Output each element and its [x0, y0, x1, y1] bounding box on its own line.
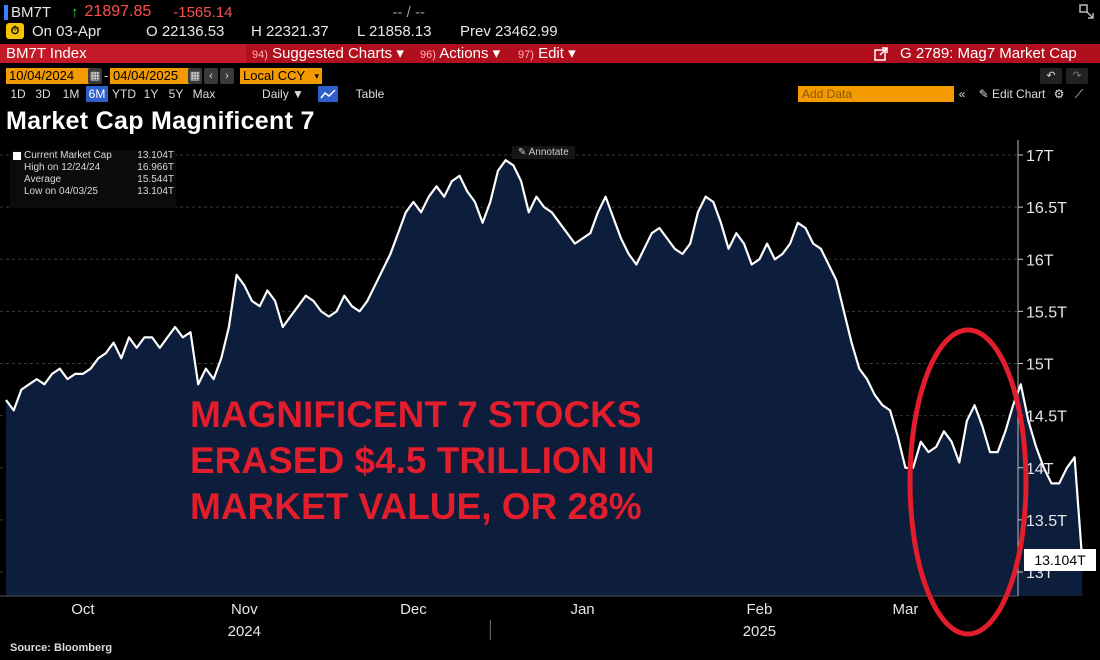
ticker-bar: BM7T ↑ 21897.85 -1565.14 -- / -- — [0, 0, 1100, 22]
y-tick-label: 14.5T — [1026, 409, 1067, 426]
y-tick-label: 13.5T — [1026, 513, 1067, 530]
period-button-3d[interactable]: 3D — [35, 87, 51, 101]
calendar-icon[interactable]: ▦ — [188, 68, 202, 84]
x-axis: Oct Nov Dec Jan Feb Mar 2024 2025 — [71, 601, 918, 640]
callout-line: MAGNIFICENT 7 STOCKS — [190, 394, 642, 435]
range-dash: - — [104, 68, 109, 83]
x-tick-label: Nov — [231, 601, 258, 618]
calendar-icon[interactable]: ▦ — [88, 68, 102, 84]
period-button-1m[interactable]: 1M — [62, 87, 80, 101]
line-chart-icon[interactable] — [318, 86, 338, 102]
period-button-max[interactable]: Max — [192, 87, 216, 101]
year-label: 2024 — [228, 623, 261, 640]
clock-icon: ⏱ — [6, 23, 24, 39]
legend-value: 13.104T — [137, 150, 174, 161]
source-note: Source: Bloomberg — [10, 642, 113, 654]
x-tick-label: Jan — [570, 601, 594, 618]
add-data-input[interactable]: Add Data — [798, 86, 954, 102]
ticker-symbol[interactable]: BM7T — [11, 3, 52, 21]
undo-icon[interactable]: ↶ — [1040, 68, 1062, 84]
x-tick-label: Mar — [893, 601, 919, 618]
period-button-6m[interactable]: 6M — [86, 86, 108, 102]
chart-title: Market Cap Magnificent 7 — [6, 107, 315, 135]
ticker-marker — [4, 4, 8, 20]
legend-value: 13.104T — [137, 186, 174, 197]
legend-row: Average 15.544T — [10, 174, 176, 186]
legend-row: Low on 04/03/25 13.104T — [10, 186, 176, 198]
quote-bar: ⏱ On 03-Apr O 22136.53 H 22321.37 L 2185… — [0, 22, 1100, 42]
annotate-button[interactable]: ✎ Annotate — [512, 146, 575, 159]
y-tick-label: 14T — [1026, 461, 1054, 478]
period-button-1d[interactable]: 1D — [10, 87, 26, 101]
pin-icon[interactable]: ⟋ — [1074, 87, 1084, 101]
callout-text: MAGNIFICENT 7 STOCKS ERASED $4.5 TRILLIO… — [190, 392, 750, 530]
settings-icon[interactable]: ⚙ — [1053, 87, 1065, 101]
external-link-icon[interactable] — [874, 47, 888, 61]
frequency-select[interactable]: Daily ▼ — [262, 87, 304, 101]
x-tick-label: Oct — [71, 601, 95, 618]
market-cap-line — [5, 159, 1084, 562]
table-button[interactable]: Table — [355, 87, 385, 101]
period-button-1y[interactable]: 1Y — [143, 87, 159, 101]
redo-icon[interactable]: ↷ — [1066, 68, 1088, 84]
quote-low: L 21858.13 — [357, 23, 432, 40]
legend-value: 16.966T — [137, 162, 174, 173]
quote-high: H 22321.37 — [251, 23, 329, 40]
callout-line: MARKET VALUE, OR 28% — [190, 486, 642, 527]
edit-menu[interactable]: 97) Edit ▾ — [518, 45, 576, 62]
x-tick-label: Feb — [746, 601, 772, 618]
market-cap-area — [6, 160, 1083, 596]
collapse-icon[interactable]: « — [958, 87, 966, 101]
currency-select[interactable]: Local CCY ▾ — [240, 68, 322, 84]
up-arrow-icon: ↑ — [71, 3, 79, 21]
y-tick-label: 15.5T — [1026, 304, 1067, 321]
legend-label: Average — [24, 174, 62, 185]
quote-date: On 03-Apr — [32, 23, 102, 40]
legend-row: High on 12/24/24 16.966T — [10, 162, 176, 174]
expand-icon[interactable] — [1078, 3, 1094, 19]
start-date-input[interactable]: 10/04/2024 — [6, 68, 90, 84]
y-tick-label: 17T — [1026, 148, 1054, 165]
date-range-bar: 10/04/2024 ▦ - 04/04/2025 ▦ ‹ › Local CC… — [0, 66, 1100, 86]
y-tick-label: 16.5T — [1026, 200, 1067, 217]
suggested-charts-menu[interactable]: 94) Suggested Charts ▾ — [252, 45, 404, 62]
chart-legend: Current Market Cap 13.104T High on 12/24/2… — [10, 150, 176, 208]
current-price-label: 13.104T — [1024, 549, 1096, 571]
period-button-ytd[interactable]: YTD — [112, 87, 136, 101]
legend-row: Current Market Cap 13.104T — [10, 150, 176, 162]
legend-value: 15.544T — [137, 174, 174, 185]
quote-open: O 22136.53 — [146, 23, 225, 40]
x-tick-label: Dec — [400, 601, 427, 618]
actions-menu[interactable]: 96) Actions ▾ — [420, 45, 501, 62]
legend-swatch — [13, 152, 21, 160]
prev-arrow-icon[interactable]: ‹ — [204, 68, 218, 84]
legend-label: Current Market Cap — [24, 150, 112, 161]
legend-label: High on 12/24/24 — [24, 162, 101, 173]
graph-title: G 2789: Mag7 Market Cap — [900, 45, 1077, 62]
callout-line: ERASED $4.5 TRILLION IN — [190, 440, 655, 481]
last-price: 21897.85 — [84, 3, 152, 20]
legend-label: Low on 04/03/25 — [24, 186, 98, 197]
edit-chart-button[interactable]: ✎ Edit Chart — [978, 87, 1046, 101]
end-date-input[interactable]: 04/04/2025 — [110, 68, 192, 84]
quote-prev: Prev 23462.99 — [460, 23, 558, 40]
period-bar: 1D 3D 1M 6M YTD 1Y 5Y Max Daily ▼ Table Add Dat… — [0, 85, 1100, 103]
y-tick-label: 16T — [1026, 252, 1054, 269]
year-label: 2025 — [743, 623, 776, 640]
period-button-5y[interactable]: 5Y — [168, 87, 184, 101]
index-field[interactable]: BM7T Index — [0, 44, 246, 63]
menu-bar: BM7T Index 94) Suggested Charts ▾ 96) Ac… — [0, 44, 1100, 63]
highlight-ellipse — [907, 327, 1029, 637]
price-change: -1565.14 — [173, 3, 233, 21]
bid-ask: -- / -- — [392, 3, 425, 21]
next-arrow-icon[interactable]: › — [220, 68, 234, 84]
y-tick-label: 15T — [1026, 357, 1054, 374]
